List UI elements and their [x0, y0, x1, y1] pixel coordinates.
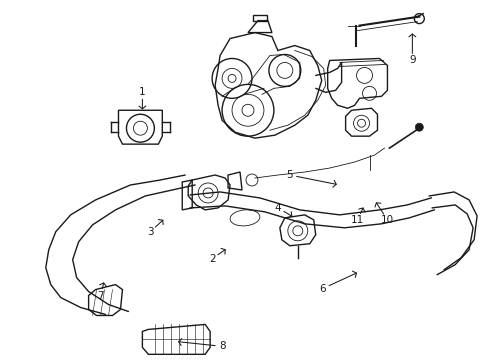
Text: 8: 8	[218, 341, 225, 351]
Text: 9: 9	[408, 55, 415, 66]
Text: 3: 3	[147, 227, 153, 237]
Circle shape	[414, 123, 423, 131]
Text: 4: 4	[274, 203, 281, 213]
Text: 5: 5	[286, 170, 292, 180]
Text: 10: 10	[380, 215, 393, 225]
Text: 7: 7	[97, 291, 103, 301]
Text: 1: 1	[139, 87, 145, 97]
Text: 6: 6	[319, 284, 325, 293]
Text: 11: 11	[350, 215, 364, 225]
Text: 2: 2	[208, 254, 215, 264]
